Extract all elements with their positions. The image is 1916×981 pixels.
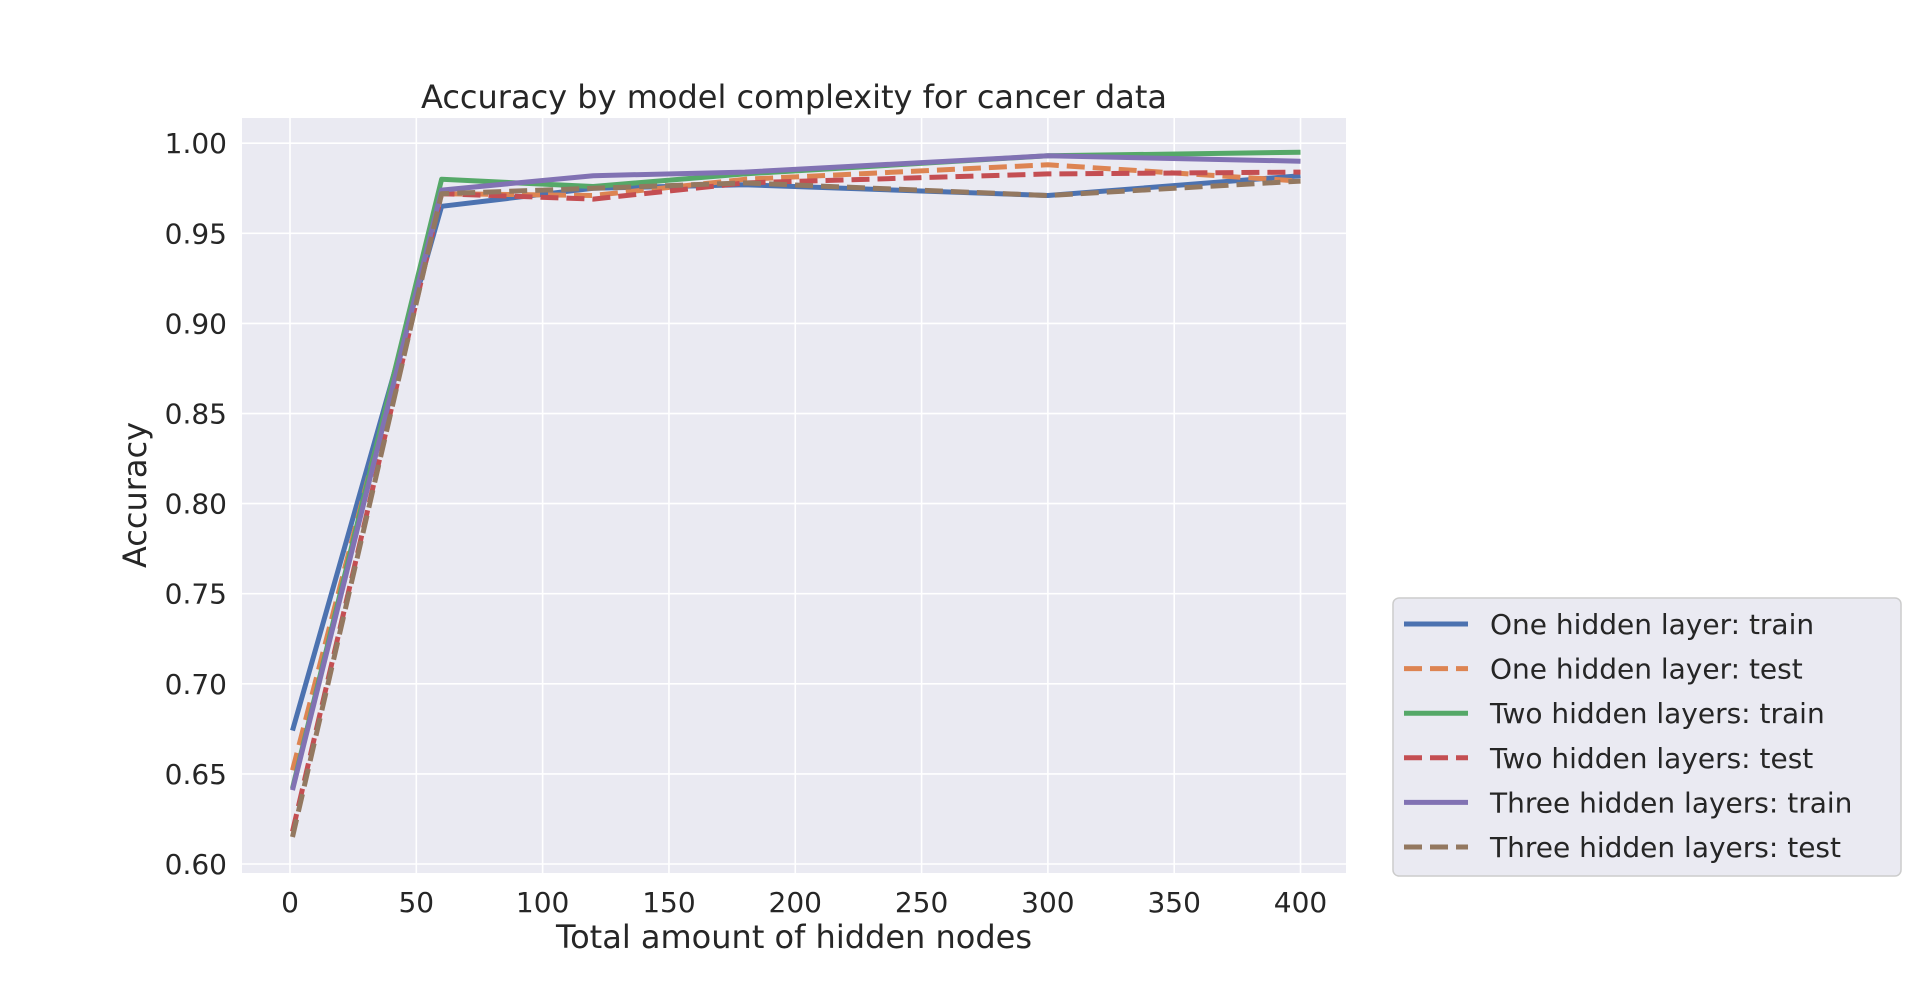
x-tick-label: 150 [642,886,695,919]
legend-label-3: Two hidden layers: train [1489,697,1825,730]
y-tick-labels: 0.60 0.65 0.70 0.75 0.80 0.85 0.90 0.95 1.00 [165,127,227,881]
x-tick-label: 250 [895,886,948,919]
grid-lines [242,118,1346,873]
x-tick-label: 300 [1021,886,1074,919]
y-tick-label: 0.80 [165,488,227,521]
x-tick-label: 200 [769,886,822,919]
legend-box [1392,597,1902,877]
x-tick-labels: 0 50 100 150 200 250 300 350 400 [281,886,1327,919]
legend-label-6: Three hidden layers: test [1489,831,1841,864]
y-tick-label: 1.00 [165,127,227,160]
series-line-4 [290,169,1301,833]
series-line-6 [290,178,1301,838]
x-tick-label: 100 [516,886,569,919]
y-tick-label: 0.85 [165,398,227,431]
y-tick-label: 0.75 [165,578,227,611]
legend: One hidden layer: train One hidden layer:… [1392,597,1902,877]
legend-items: One hidden layer: train One hidden layer:… [1404,608,1852,864]
y-tick-label: 0.70 [165,668,227,701]
y-tick-label: 0.65 [165,758,227,791]
legend-label-2: One hidden layer: test [1490,653,1803,686]
plot-area [242,118,1346,873]
x-tick-label: 50 [398,886,434,919]
legend-label-4: Two hidden layers: test [1489,742,1813,775]
y-tick-label: 0.95 [165,217,227,250]
y-axis-label: Accuracy [116,422,154,568]
y-tick-label: 0.90 [165,307,227,340]
chart-title: Accuracy by model complexity for cancer … [421,78,1167,116]
x-axis-label: Total amount of hidden nodes [555,918,1032,956]
series-lines [290,149,1301,838]
legend-label-1: One hidden layer: train [1490,608,1814,641]
x-tick-label: 350 [1147,886,1200,919]
x-tick-label: 400 [1274,886,1327,919]
y-tick-label: 0.60 [165,848,227,881]
x-tick-label: 0 [281,886,299,919]
legend-label-5: Three hidden layers: train [1489,786,1852,819]
